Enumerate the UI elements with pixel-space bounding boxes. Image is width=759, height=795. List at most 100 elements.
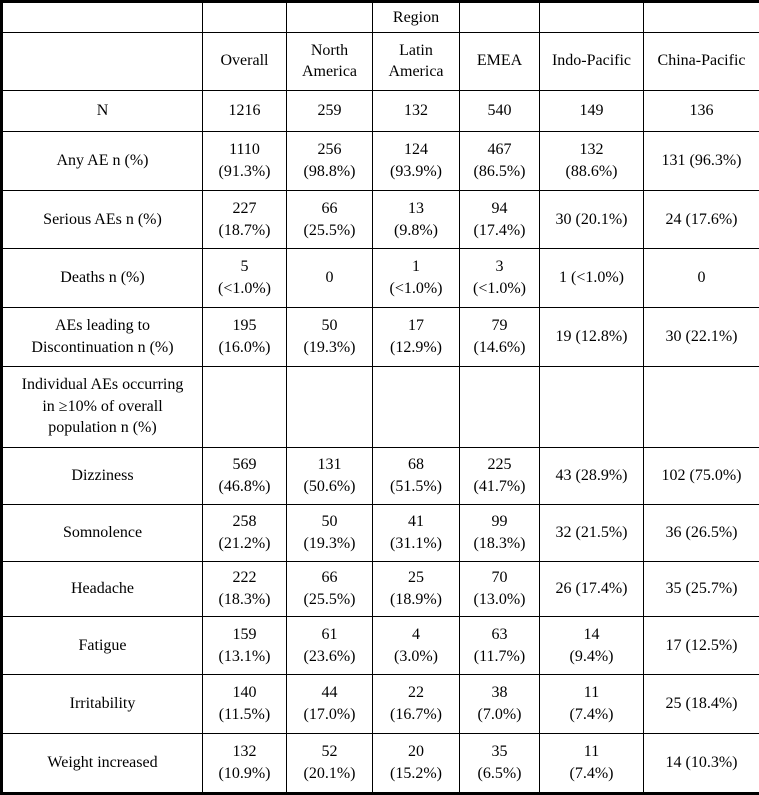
cell-north-america: 256 (98.8%) xyxy=(286,130,373,192)
cell-indo-pacific: 19 (12.8%) xyxy=(539,306,644,367)
table-row-headache: Headache 222 (18.3%) 66 (25.5%) 25 (18.9… xyxy=(1,560,759,618)
table-row-column-headers: Overall North America Latin America EMEA… xyxy=(1,31,759,91)
cell-north-america: 131 (50.6%) xyxy=(286,446,373,505)
cell-latin-america: 132 xyxy=(372,89,460,132)
row-label: Serious AEs n (%) xyxy=(1,190,203,250)
cell-emea: 35 (6.5%) xyxy=(459,732,540,795)
cell-overall: 258 (21.2%) xyxy=(202,503,287,562)
cell-china-pacific: 131 (96.3%) xyxy=(643,130,759,192)
table-row-somnolence: Somnolence 258 (21.2%) 50 (19.3%) 41 (31… xyxy=(1,503,759,562)
cell-emea: 540 xyxy=(459,89,540,132)
cell-indo-pacific xyxy=(539,365,644,448)
empty-cell xyxy=(286,1,373,33)
cell-indo-pacific: 11 (7.4%) xyxy=(539,732,644,795)
cell-china-pacific: 25 (18.4%) xyxy=(643,674,759,734)
cell-overall: 227 (18.7%) xyxy=(202,190,287,250)
cell-latin-america xyxy=(372,365,460,448)
cell-china-pacific: 36 (26.5%) xyxy=(643,503,759,562)
row-label: Any AE n (%) xyxy=(1,130,203,192)
cell-emea: 70 (13.0%) xyxy=(459,560,540,618)
column-header-overall: Overall xyxy=(202,31,287,91)
cell-latin-america: 20 (15.2%) xyxy=(372,732,460,795)
cell-emea: 79 (14.6%) xyxy=(459,306,540,367)
cell-indo-pacific: 11 (7.4%) xyxy=(539,674,644,734)
row-label: Dizziness xyxy=(1,446,203,505)
cell-indo-pacific: 14 (9.4%) xyxy=(539,616,644,676)
cell-overall: 195 (16.0%) xyxy=(202,306,287,367)
row-label: Individual AEs occurring in ≥10% of over… xyxy=(1,365,203,448)
cell-emea: 94 (17.4%) xyxy=(459,190,540,250)
cell-latin-america: 17 (12.9%) xyxy=(372,306,460,367)
empty-cell xyxy=(1,31,203,91)
cell-emea: 225 (41.7%) xyxy=(459,446,540,505)
empty-cell xyxy=(539,1,644,33)
table-row-individual-aes-section: Individual AEs occurring in ≥10% of over… xyxy=(1,365,759,448)
cell-china-pacific: 102 (75.0%) xyxy=(643,446,759,505)
column-header-indo-pacific: Indo-Pacific xyxy=(539,31,644,91)
column-header-china-pacific: China-Pacific xyxy=(643,31,759,91)
cell-overall: 222 (18.3%) xyxy=(202,560,287,618)
cell-china-pacific: 136 xyxy=(643,89,759,132)
cell-overall: 569 (46.8%) xyxy=(202,446,287,505)
cell-latin-america: 41 (31.1%) xyxy=(372,503,460,562)
cell-overall: 5 (<1.0%) xyxy=(202,248,287,308)
cell-china-pacific: 30 (22.1%) xyxy=(643,306,759,367)
table-row-irritability: Irritability 140 (11.5%) 44 (17.0%) 22 (… xyxy=(1,674,759,734)
cell-north-america: 0 xyxy=(286,248,373,308)
cell-overall: 159 (13.1%) xyxy=(202,616,287,676)
cell-latin-america: 22 (16.7%) xyxy=(372,674,460,734)
table-row-deaths: Deaths n (%) 5 (<1.0%) 0 1 (<1.0%) 3 (<1… xyxy=(1,248,759,308)
cell-overall: 1110 (91.3%) xyxy=(202,130,287,192)
column-header-emea: EMEA xyxy=(459,31,540,91)
cell-china-pacific: 0 xyxy=(643,248,759,308)
cell-emea: 63 (11.7%) xyxy=(459,616,540,676)
cell-north-america: 50 (19.3%) xyxy=(286,306,373,367)
table-row-fatigue: Fatigue 159 (13.1%) 61 (23.6%) 4 (3.0%) … xyxy=(1,616,759,676)
cell-china-pacific: 35 (25.7%) xyxy=(643,560,759,618)
cell-latin-america: 25 (18.9%) xyxy=(372,560,460,618)
cell-overall: 140 (11.5%) xyxy=(202,674,287,734)
cell-china-pacific: 17 (12.5%) xyxy=(643,616,759,676)
cell-overall: 1216 xyxy=(202,89,287,132)
table-row-weight-increased: Weight increased 132 (10.9%) 52 (20.1%) … xyxy=(1,732,759,795)
cell-north-america: 259 xyxy=(286,89,373,132)
cell-north-america: 66 (25.5%) xyxy=(286,190,373,250)
cell-overall xyxy=(202,365,287,448)
table-row-any-ae: Any AE n (%) 1110 (91.3%) 256 (98.8%) 12… xyxy=(1,130,759,192)
cell-china-pacific: 24 (17.6%) xyxy=(643,190,759,250)
table-row-region-spanner: Region xyxy=(1,1,759,33)
cell-north-america: 52 (20.1%) xyxy=(286,732,373,795)
cell-latin-america: 1 (<1.0%) xyxy=(372,248,460,308)
cell-indo-pacific: 1 (<1.0%) xyxy=(539,248,644,308)
cell-emea: 3 (<1.0%) xyxy=(459,248,540,308)
empty-cell xyxy=(459,1,540,33)
table-row-n: N 1216 259 132 540 149 136 xyxy=(1,89,759,132)
cell-overall: 132 (10.9%) xyxy=(202,732,287,795)
cell-latin-america: 13 (9.8%) xyxy=(372,190,460,250)
cell-indo-pacific: 43 (28.9%) xyxy=(539,446,644,505)
row-label: AEs leading to Discontinuation n (%) xyxy=(1,306,203,367)
empty-cell xyxy=(643,1,759,33)
cell-indo-pacific: 32 (21.5%) xyxy=(539,503,644,562)
row-label: Deaths n (%) xyxy=(1,248,203,308)
row-label: N xyxy=(1,89,203,132)
cell-north-america: 50 (19.3%) xyxy=(286,503,373,562)
cell-north-america xyxy=(286,365,373,448)
cell-emea: 38 (7.0%) xyxy=(459,674,540,734)
row-label: Fatigue xyxy=(1,616,203,676)
cell-emea: 467 (86.5%) xyxy=(459,130,540,192)
empty-cell xyxy=(1,1,203,33)
cell-indo-pacific: 132 (88.6%) xyxy=(539,130,644,192)
cell-latin-america: 68 (51.5%) xyxy=(372,446,460,505)
empty-cell xyxy=(202,1,287,33)
cell-emea: 99 (18.3%) xyxy=(459,503,540,562)
column-header-north-america: North America xyxy=(286,31,373,91)
cell-emea xyxy=(459,365,540,448)
cell-indo-pacific: 26 (17.4%) xyxy=(539,560,644,618)
column-header-latin-america: Latin America xyxy=(372,31,460,91)
region-spanner-header: Region xyxy=(372,1,460,33)
cell-china-pacific xyxy=(643,365,759,448)
cell-latin-america: 124 (93.9%) xyxy=(372,130,460,192)
cell-north-america: 44 (17.0%) xyxy=(286,674,373,734)
